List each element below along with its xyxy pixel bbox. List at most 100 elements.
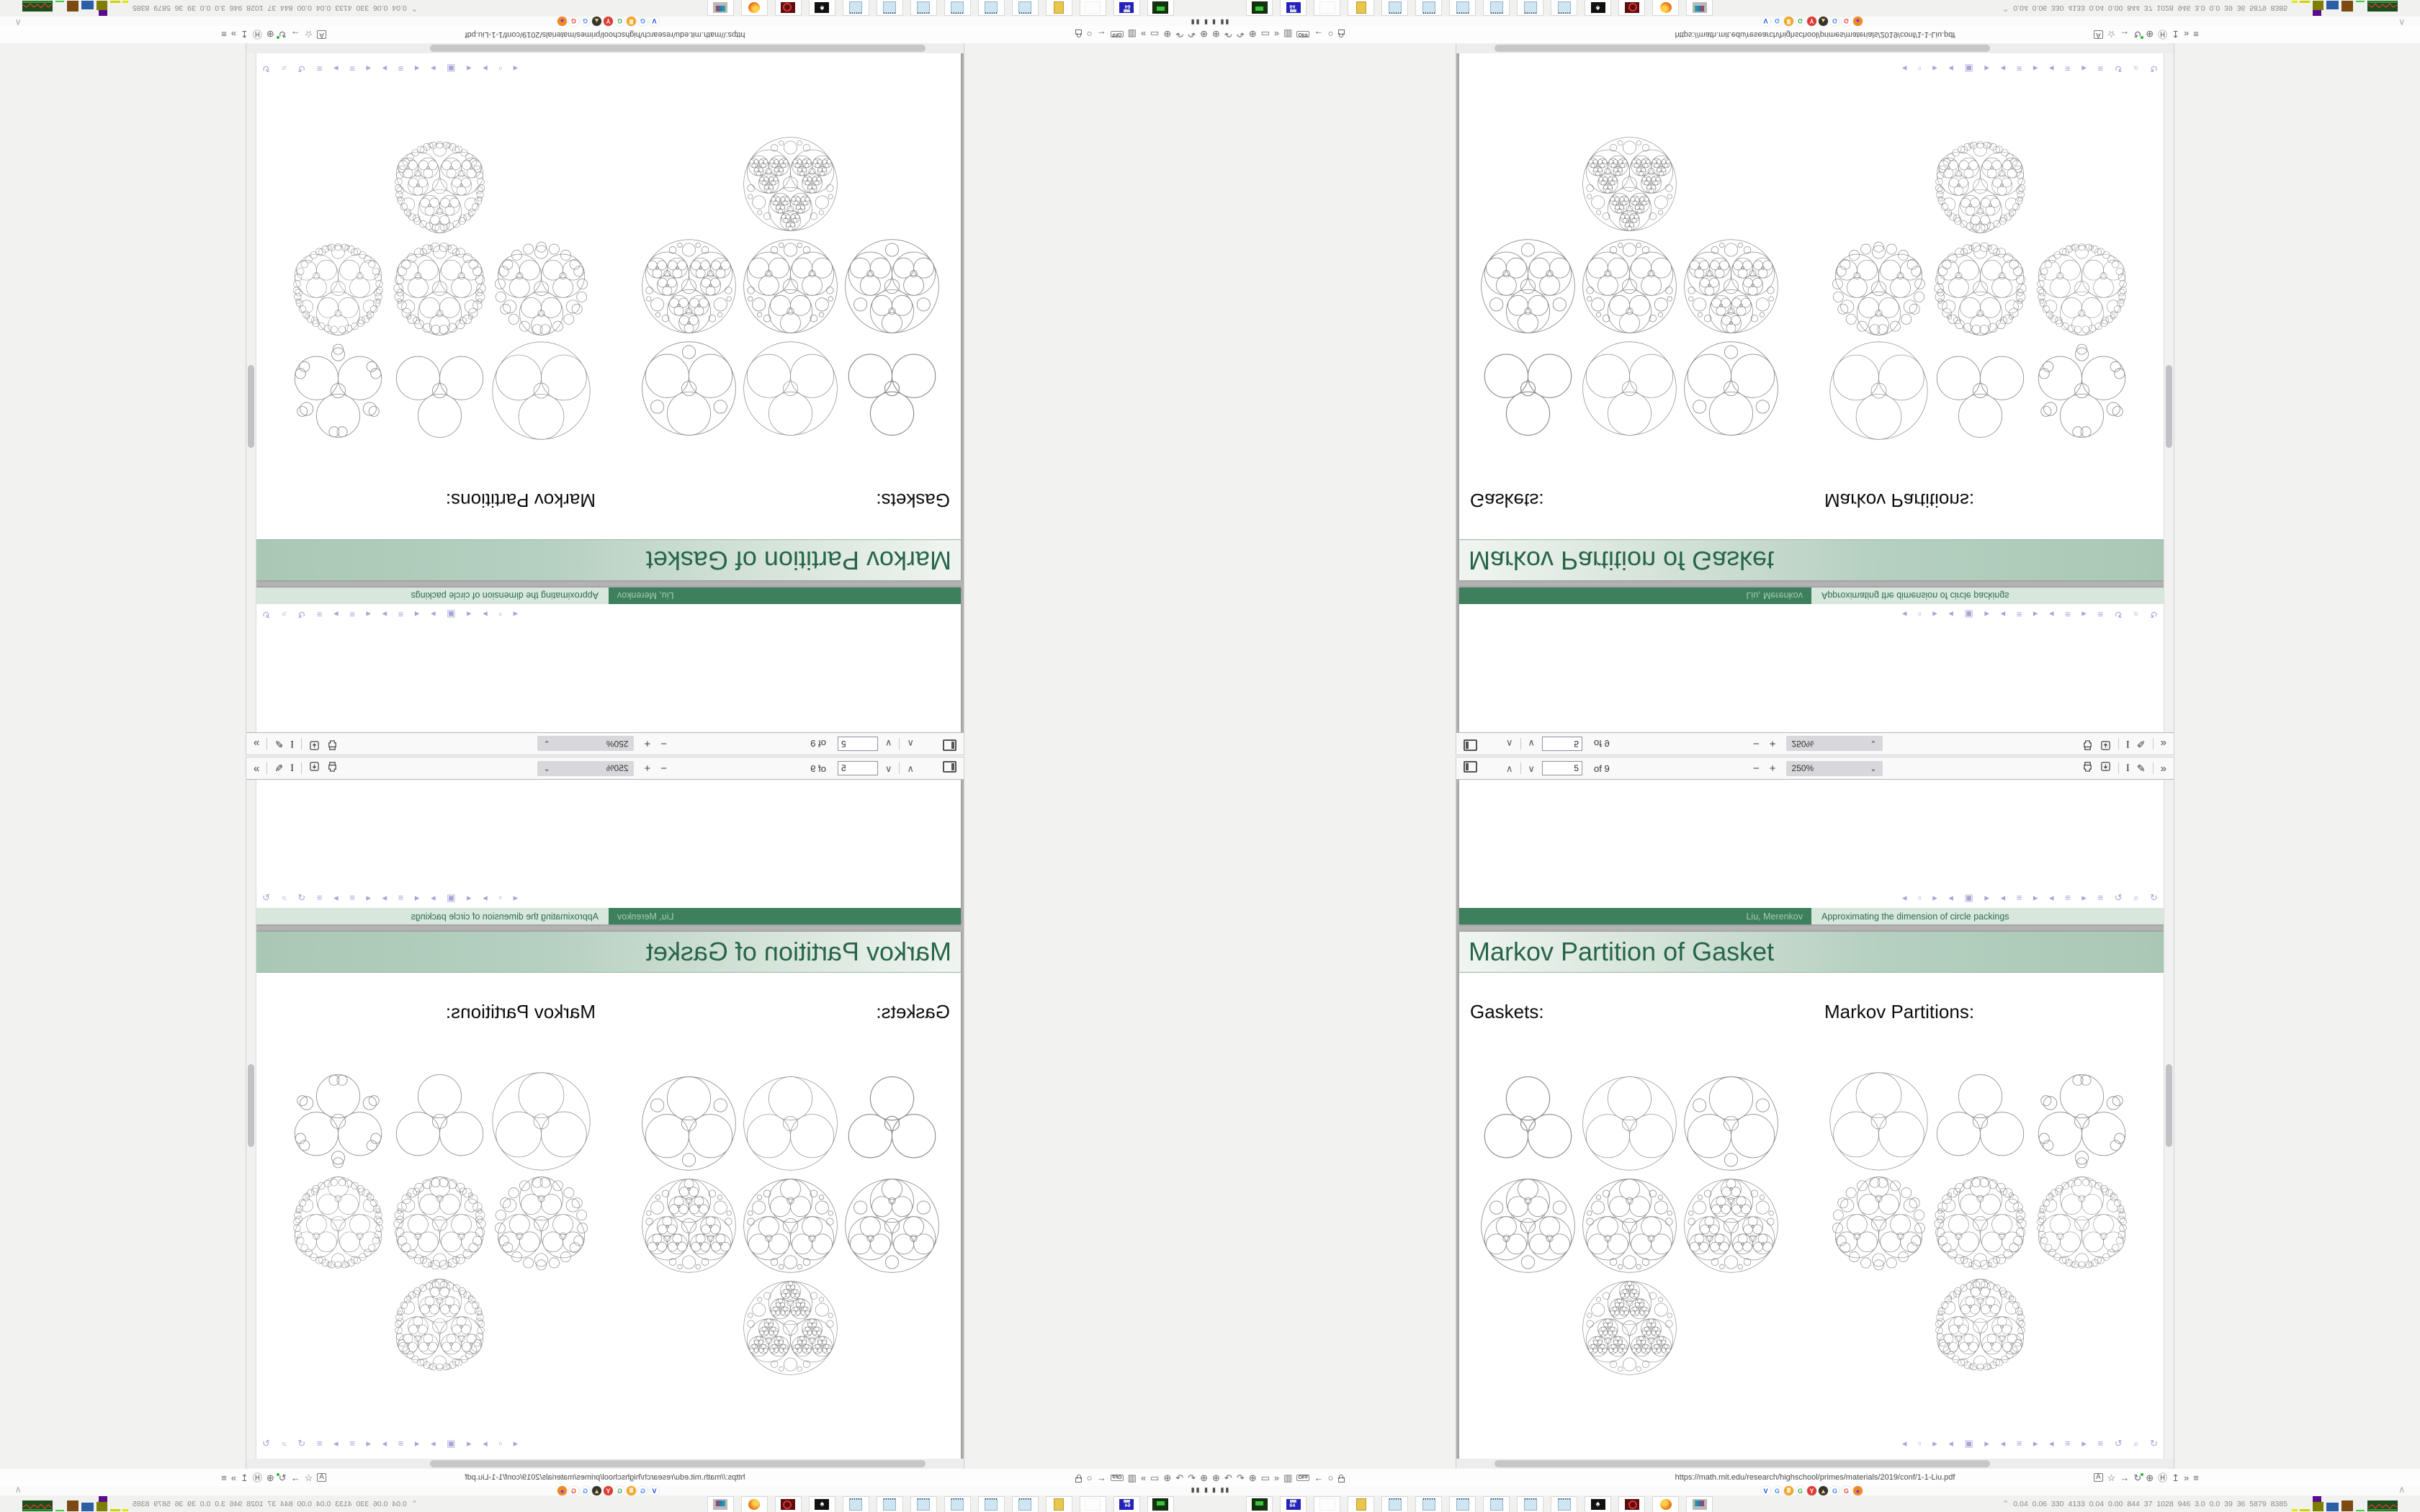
chevron-up-icon[interactable]: ∧ bbox=[2398, 17, 2406, 28]
drive-app-icon[interactable] bbox=[1147, 0, 1174, 16]
favicon[interactable]: G bbox=[1842, 17, 1851, 26]
notepad-app-icon[interactable] bbox=[910, 1496, 937, 1512]
target-app-icon[interactable] bbox=[1618, 1496, 1645, 1512]
folder-app-icon[interactable] bbox=[1348, 0, 1374, 16]
favicon[interactable]: Ⅲ bbox=[627, 1486, 636, 1495]
save-button[interactable] bbox=[2100, 737, 2111, 751]
firefox-app-icon[interactable] bbox=[741, 1496, 768, 1512]
favicon[interactable]: G bbox=[1842, 1486, 1851, 1495]
zoom-in-button[interactable]: + bbox=[1769, 737, 1776, 750]
notepad-app-icon[interactable] bbox=[843, 1496, 869, 1512]
zoom-out-button[interactable]: − bbox=[660, 762, 667, 775]
notepad-app-icon[interactable] bbox=[1415, 0, 1442, 16]
horizontal-scrollbar[interactable] bbox=[1456, 1459, 2174, 1469]
beamer-nav-symbols[interactable]: ◂ ▫ ▸ ◂ ▣ ▸ ◂ ≡ ▸ ◂ ≡ ▸ ≡ ↺ ⌕ ↻ bbox=[261, 1438, 519, 1449]
url-text[interactable]: https://math.mit.edu/research/highschool… bbox=[465, 1473, 745, 1482]
favicon[interactable]: ▲ bbox=[1819, 1486, 1828, 1495]
zoom-select[interactable]: 250% ⌄ bbox=[537, 760, 635, 776]
favicon[interactable]: Y bbox=[604, 17, 613, 26]
translate-icon[interactable]: A bbox=[2094, 1473, 2103, 1482]
more-tools-button[interactable]: » bbox=[2160, 737, 2166, 750]
favicon[interactable]: G bbox=[638, 1486, 647, 1495]
shield-icon[interactable]: ○ bbox=[1327, 1472, 1334, 1483]
forward-icon[interactable]: ↷ bbox=[1236, 1472, 1245, 1483]
right-arrow-icon[interactable]: → bbox=[2120, 1472, 2130, 1483]
bookmark-star-icon[interactable]: ☆ bbox=[2107, 29, 2116, 40]
globe2-icon[interactable]: ⊕ bbox=[2146, 1472, 2154, 1483]
more-tools-button[interactable]: » bbox=[254, 762, 260, 775]
zoom-select[interactable]: 250% ⌄ bbox=[537, 736, 635, 752]
drive-app-icon[interactable] bbox=[1246, 1496, 1273, 1512]
favicon[interactable]: G bbox=[638, 17, 647, 26]
share-icon[interactable]: ↥ bbox=[240, 1472, 248, 1483]
menu-icon[interactable]: ≡ bbox=[221, 29, 227, 40]
translate-icon[interactable]: A bbox=[317, 1473, 326, 1482]
scrollbar-thumb[interactable] bbox=[430, 45, 926, 52]
scrollbar-thumb[interactable] bbox=[430, 1460, 926, 1467]
next-page-button[interactable]: ∨ bbox=[1528, 738, 1536, 750]
refresh-icon[interactable]: ↻ bbox=[278, 1472, 287, 1483]
favicon[interactable]: V bbox=[1761, 17, 1770, 26]
notepad-app-icon[interactable] bbox=[877, 1496, 903, 1512]
vertical-scrollbar[interactable] bbox=[2164, 53, 2174, 732]
draw-tool-button[interactable]: ✎ bbox=[274, 738, 284, 750]
notepad-app-icon[interactable] bbox=[1483, 0, 1510, 16]
url-text[interactable]: https://math.mit.edu/research/highschool… bbox=[1675, 30, 1955, 39]
blank-app-icon[interactable] bbox=[1314, 1496, 1340, 1512]
spade-app-icon[interactable] bbox=[809, 1496, 835, 1512]
favicon[interactable]: ● bbox=[1853, 1486, 1863, 1495]
drive-app-icon[interactable] bbox=[1147, 1496, 1174, 1512]
draw-tool-button[interactable]: ✎ bbox=[2136, 762, 2146, 774]
page-number-input[interactable] bbox=[1542, 737, 1583, 751]
bookmark-star-icon[interactable]: ☆ bbox=[304, 1472, 313, 1483]
scrollbar-thumb[interactable] bbox=[248, 365, 254, 448]
favicon[interactable]: G bbox=[569, 1486, 578, 1495]
next-page-button[interactable]: ∨ bbox=[884, 738, 892, 750]
target-app-icon[interactable] bbox=[1618, 0, 1645, 16]
favicon[interactable]: V bbox=[1761, 1486, 1770, 1495]
globe2-icon[interactable]: ⊕ bbox=[2146, 29, 2154, 40]
text-tool-button[interactable]: I bbox=[2125, 762, 2130, 774]
notepad-app-icon[interactable] bbox=[978, 0, 1005, 16]
next-page-button[interactable]: ∨ bbox=[1528, 762, 1536, 774]
bookmark-star-icon[interactable]: ☆ bbox=[2107, 1472, 2116, 1483]
blank-app-icon[interactable] bbox=[1080, 0, 1106, 16]
right-arrow-icon[interactable]: → bbox=[2120, 29, 2130, 40]
favicon[interactable]: ▲ bbox=[592, 17, 601, 26]
favicon[interactable]: G bbox=[1796, 17, 1805, 26]
zoom-out-button[interactable]: − bbox=[1753, 737, 1760, 750]
save-button[interactable] bbox=[309, 761, 320, 775]
print-button[interactable] bbox=[327, 761, 338, 775]
notepad-app-icon[interactable] bbox=[1551, 0, 1577, 16]
more-tools-button[interactable]: » bbox=[2160, 762, 2166, 775]
previous-page-button[interactable]: ∧ bbox=[1506, 738, 1513, 750]
favicon[interactable]: G bbox=[615, 1486, 624, 1495]
sidebar-toggle-button[interactable] bbox=[1464, 737, 1477, 752]
notepad-app-icon[interactable] bbox=[1483, 1496, 1510, 1512]
horizontal-scrollbar[interactable] bbox=[1456, 43, 2174, 53]
beamer-nav-symbols[interactable]: ◂ ▫ ▸ ◂ ▣ ▸ ◂ ≡ ▸ ◂ ≡ ▸ ≡ ↺ ⌕ ↻ bbox=[1901, 1438, 2159, 1449]
lock-icon[interactable] bbox=[1337, 1474, 1345, 1482]
h-badge-icon[interactable]: Ⓗ bbox=[252, 1472, 262, 1483]
notepad-app-icon[interactable] bbox=[1012, 1496, 1039, 1512]
sidebar-toggle-button[interactable] bbox=[1464, 760, 1477, 776]
beamer-nav-symbols[interactable]: ◂ ▫ ▸ ◂ ▣ ▸ ◂ ≡ ▸ ◂ ≡ ▸ ≡ ↺ ⌕ ↻ bbox=[261, 609, 519, 620]
firefox-app-icon[interactable] bbox=[1652, 1496, 1679, 1512]
notepad-app-icon[interactable] bbox=[877, 0, 903, 16]
chevrons-icon[interactable]: » bbox=[230, 29, 236, 40]
spade-app-icon[interactable] bbox=[809, 0, 835, 16]
notepad-app-icon[interactable] bbox=[843, 0, 869, 16]
notepad-app-icon[interactable] bbox=[1012, 0, 1039, 16]
notepad-app-icon[interactable] bbox=[1449, 1496, 1476, 1512]
left-arrow-icon[interactable]: ← bbox=[1314, 1472, 1324, 1483]
previous-page-button[interactable]: ∧ bbox=[907, 738, 914, 750]
spade-app-icon[interactable] bbox=[1585, 1496, 1611, 1512]
folder-app-icon[interactable] bbox=[1046, 1496, 1072, 1512]
menu-icon[interactable]: ≡ bbox=[2193, 29, 2199, 40]
monitor-app-icon[interactable] bbox=[707, 1496, 734, 1512]
print-button[interactable] bbox=[2082, 761, 2093, 775]
previous-page-button[interactable]: ∧ bbox=[907, 762, 914, 774]
print-button[interactable] bbox=[2082, 737, 2093, 751]
favicon[interactable]: G bbox=[1830, 1486, 1839, 1495]
favicon[interactable]: V bbox=[650, 17, 659, 26]
